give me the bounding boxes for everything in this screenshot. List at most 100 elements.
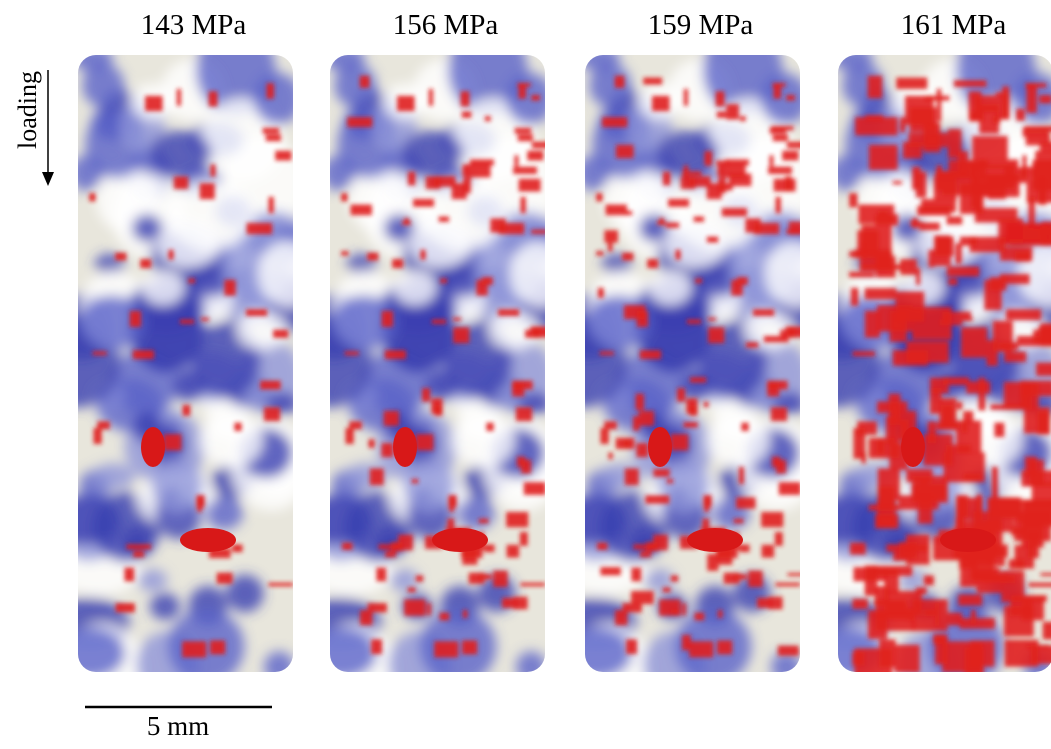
crack (275, 150, 292, 161)
crack (657, 221, 666, 225)
crack (263, 407, 281, 422)
crack (196, 495, 205, 508)
scale-bar-label: 5 mm (147, 711, 209, 741)
crack (468, 572, 485, 584)
grain (167, 180, 254, 251)
crack (715, 91, 725, 107)
crack (689, 641, 714, 658)
crack (868, 437, 900, 459)
crack (662, 171, 671, 186)
crack (706, 183, 722, 200)
crack (936, 422, 960, 431)
panel: 156 MPa (330, 9, 545, 672)
grain (78, 627, 126, 672)
crack (350, 204, 372, 216)
crack (1039, 95, 1051, 104)
crack (407, 171, 416, 186)
crack (736, 497, 756, 509)
crack (786, 95, 796, 101)
crack (665, 222, 680, 228)
crack (260, 380, 281, 390)
crack (769, 127, 787, 134)
cracks (849, 75, 1051, 672)
crack (722, 183, 733, 191)
crack (411, 478, 419, 484)
crack (977, 159, 1019, 170)
crack (633, 544, 658, 550)
grain (505, 72, 545, 126)
crack (514, 155, 519, 167)
crack (367, 603, 387, 613)
crack (597, 542, 608, 550)
crack (531, 229, 545, 234)
grain (489, 310, 539, 350)
crack (864, 310, 880, 338)
crack (777, 645, 799, 656)
crack (344, 351, 359, 356)
crack (761, 511, 784, 528)
crack (861, 452, 866, 464)
grain (330, 627, 378, 672)
crack-cluster (180, 528, 236, 552)
crack (210, 164, 216, 177)
grain (656, 130, 719, 176)
crack (478, 518, 489, 524)
panel: 143 MPa (78, 9, 293, 672)
crack (265, 134, 281, 142)
crack (447, 518, 455, 531)
crack (234, 422, 242, 431)
grain (253, 72, 293, 126)
crack (462, 548, 478, 565)
crack (631, 567, 642, 582)
crack (1040, 323, 1051, 344)
crack (636, 443, 649, 458)
crack (974, 207, 1018, 223)
crack (771, 126, 794, 131)
crack (900, 259, 917, 275)
crack (857, 421, 877, 435)
crack (1036, 362, 1051, 376)
crack (466, 164, 491, 178)
crack (986, 340, 998, 366)
crack (517, 83, 531, 87)
grain (658, 458, 710, 513)
crack (600, 427, 609, 444)
crack (961, 327, 988, 358)
crack (1011, 595, 1047, 602)
loading-label: loading (13, 71, 42, 149)
crack (460, 91, 470, 107)
crack (915, 171, 927, 198)
grain (79, 295, 145, 350)
crack (682, 171, 702, 176)
crack (662, 587, 671, 593)
crack (963, 411, 974, 423)
crack (703, 401, 709, 408)
crack (768, 166, 792, 174)
crack (515, 407, 533, 422)
crack (384, 350, 407, 360)
crack (716, 160, 729, 165)
crack (763, 335, 789, 343)
crack (517, 134, 533, 142)
crack (864, 288, 897, 300)
crack (964, 647, 984, 672)
crack (659, 218, 665, 225)
crack (631, 590, 654, 605)
crack (947, 129, 962, 159)
crack (748, 570, 763, 587)
crack (767, 382, 780, 397)
crack (453, 327, 470, 344)
crack (707, 317, 717, 321)
crack (646, 541, 658, 552)
crack (707, 553, 719, 571)
crack (415, 575, 424, 582)
grain (151, 458, 203, 513)
crack (381, 443, 394, 458)
crack (916, 267, 921, 285)
crack (461, 111, 472, 118)
crack (391, 541, 403, 552)
crack (1040, 572, 1051, 576)
crack (1039, 141, 1051, 153)
crack (970, 609, 976, 624)
